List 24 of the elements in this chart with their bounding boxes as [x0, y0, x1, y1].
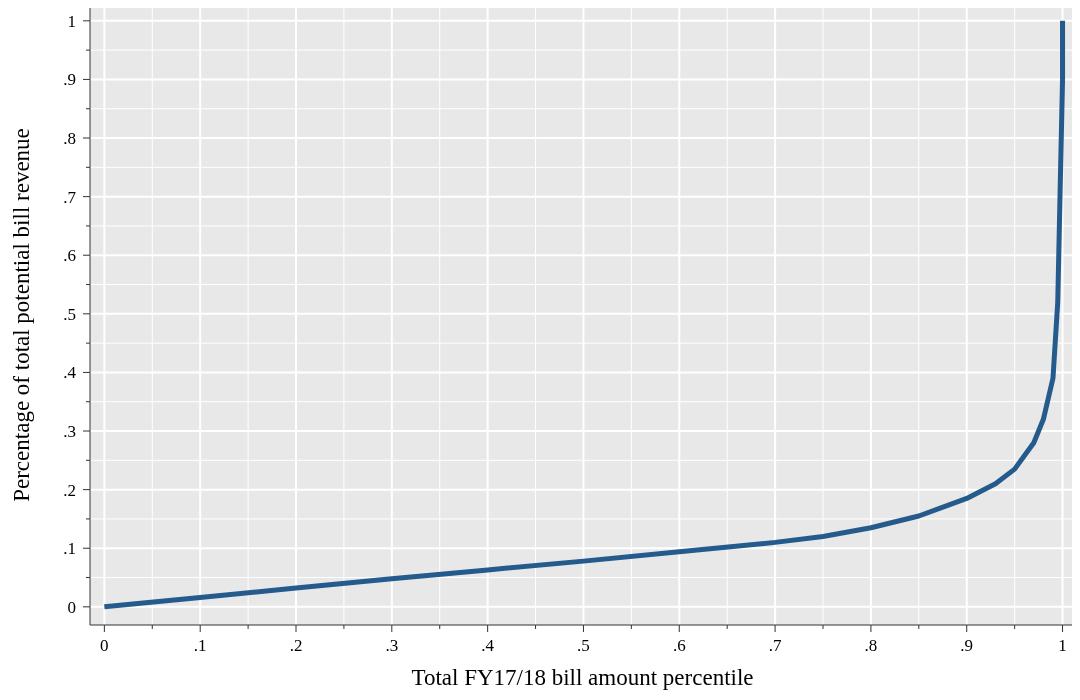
x-tick-label: .6 — [672, 636, 686, 655]
x-tick-label: .3 — [385, 636, 399, 655]
y-tick-label: .4 — [63, 363, 77, 383]
y-tick-label: .3 — [63, 422, 76, 442]
y-axis-title: Percentage of total potential bill revenue — [9, 128, 34, 502]
x-tick-label: 0 — [100, 636, 109, 655]
y-tick-label: .1 — [63, 539, 76, 559]
y-tick-label: .7 — [63, 187, 77, 207]
y-tick-label: .6 — [63, 246, 76, 266]
y-tick-label: 1 — [67, 11, 76, 31]
x-tick-label: .7 — [768, 636, 782, 655]
x-tick-label: .4 — [481, 636, 495, 655]
y-tick-label: .8 — [63, 129, 76, 149]
x-tick-label: .1 — [193, 636, 207, 655]
y-tick-label: .5 — [63, 304, 76, 324]
x-tick-label: .8 — [864, 636, 878, 655]
y-tick-label: .9 — [63, 70, 76, 90]
x-tick-label: 1 — [1058, 636, 1067, 655]
x-axis-title: Total FY17/18 bill amount percentile — [411, 665, 754, 690]
x-tick-label: .5 — [577, 636, 590, 655]
y-tick-label: .2 — [63, 480, 76, 500]
x-tick-label: .2 — [289, 636, 303, 655]
y-tick-label: 0 — [67, 597, 76, 617]
x-tick-label: .9 — [960, 636, 974, 655]
